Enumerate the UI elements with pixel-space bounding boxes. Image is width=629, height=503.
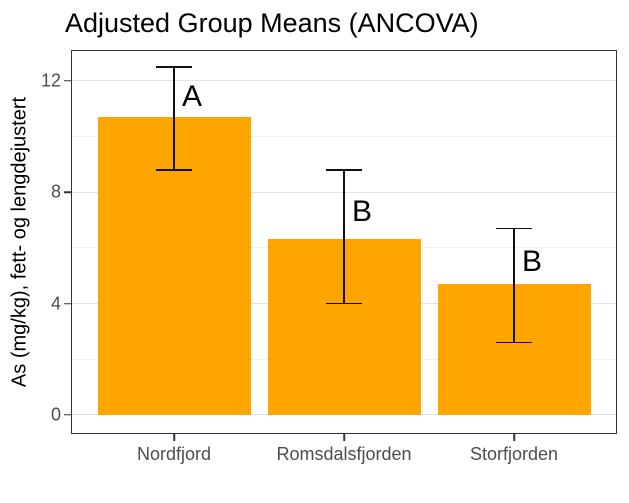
- plot-panel: A B B: [71, 50, 617, 434]
- group-letter: B: [521, 244, 543, 278]
- gridline-minor: [72, 135, 616, 137]
- group-letter: B: [351, 194, 373, 228]
- x-axis: Nordfjord Romsdalsfjorden Storfjorden: [72, 434, 616, 479]
- x-tick-label: Nordfjord: [136, 444, 212, 464]
- y-tick-label: 12: [40, 70, 61, 91]
- y-tick: [64, 80, 71, 82]
- error-bar: [343, 169, 345, 304]
- x-tick-label: Romsdalsfjorden: [276, 444, 412, 464]
- y-tick-label: 0: [50, 404, 61, 425]
- y-tick-label: 8: [50, 181, 61, 202]
- y-tick: [64, 191, 71, 193]
- error-bar-cap-top: [156, 66, 192, 68]
- y-tick-label: 4: [50, 293, 61, 314]
- error-bar-cap-top: [326, 169, 362, 171]
- error-bar-cap-top: [496, 227, 532, 230]
- x-tick: [173, 434, 175, 441]
- error-bar: [513, 228, 515, 343]
- group-letter: A: [181, 80, 203, 114]
- gridline-major: [72, 414, 616, 416]
- error-bar-cap-bottom: [496, 341, 532, 344]
- error-bar-cap-bottom: [156, 169, 192, 171]
- y-tick: [64, 302, 71, 305]
- x-tick-label: Storfjorden: [469, 444, 559, 464]
- y-axis: 0 4 8 12: [0, 51, 71, 433]
- y-tick: [64, 414, 71, 416]
- error-bar-cap-bottom: [326, 302, 362, 305]
- error-bar: [173, 66, 175, 170]
- chart-title: Adjusted Group Means (ANCOVA): [65, 8, 479, 38]
- gridline-major: [72, 80, 616, 82]
- x-tick: [343, 434, 345, 441]
- x-tick: [513, 434, 515, 441]
